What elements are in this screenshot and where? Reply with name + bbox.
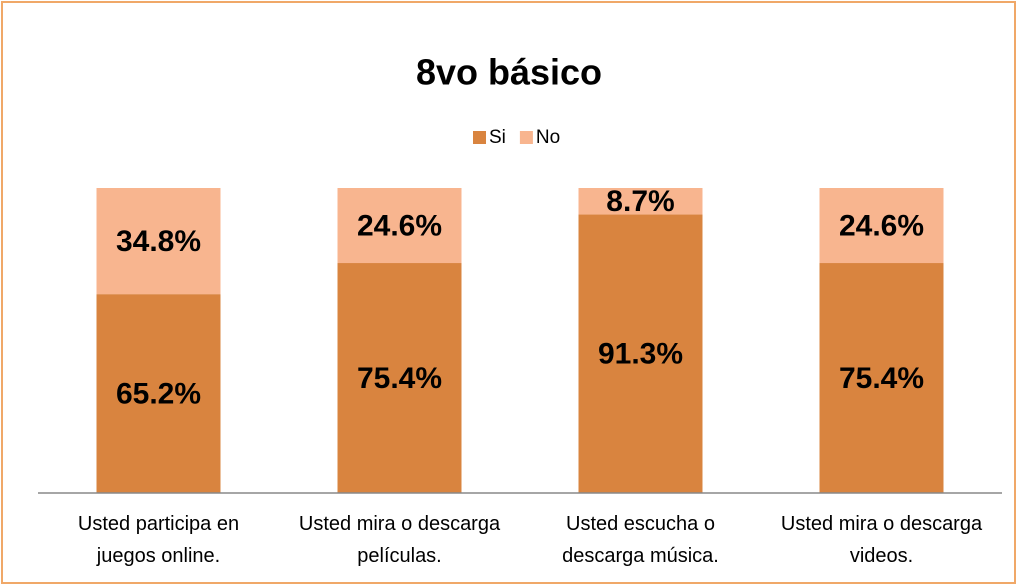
chart-title: 8vo básico bbox=[416, 52, 602, 93]
bar-segment bbox=[819, 188, 944, 264]
bar-segment bbox=[96, 188, 221, 295]
legend-swatch bbox=[519, 131, 533, 144]
x-tick-label: Usted escucha o descarga música. bbox=[562, 513, 719, 567]
data-label: 34.8% bbox=[116, 225, 201, 258]
data-label: 75.4% bbox=[839, 362, 924, 395]
bar-segment bbox=[337, 188, 462, 264]
data-label: 24.6% bbox=[839, 209, 924, 242]
data-label: 8.7% bbox=[606, 185, 674, 218]
x-tick-label: Usted participa en juegos online. bbox=[77, 513, 240, 567]
legend-label: Si bbox=[489, 127, 506, 148]
data-label: 75.4% bbox=[357, 362, 442, 395]
data-label: 65.2% bbox=[116, 377, 201, 410]
legend-label: No bbox=[536, 127, 560, 148]
x-tick-label: Usted mira o descarga videos. bbox=[780, 513, 983, 567]
legend-swatch bbox=[473, 131, 486, 144]
data-label: 91.3% bbox=[598, 338, 683, 371]
x-tick-label: Usted mira o descarga películas. bbox=[298, 513, 501, 567]
bar-segment bbox=[819, 263, 944, 493]
bar-segment bbox=[578, 214, 703, 493]
data-label: 24.6% bbox=[357, 209, 442, 242]
bar-segment bbox=[337, 263, 462, 493]
bar-segment bbox=[578, 188, 703, 215]
bar-segment bbox=[96, 294, 221, 493]
